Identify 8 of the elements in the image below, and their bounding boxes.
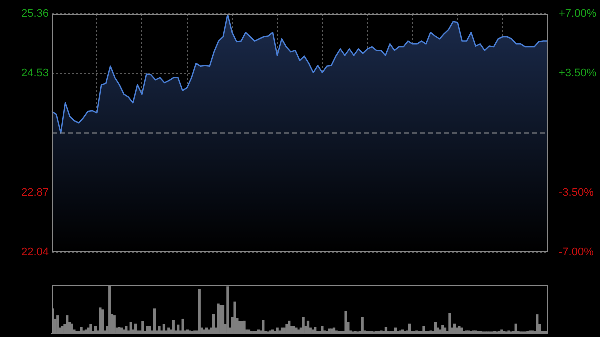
y-tick-label: 25.36: [21, 8, 49, 20]
y2-tick-label: -7.00%: [559, 246, 594, 258]
y2-tick-label: -3.50%: [559, 186, 594, 199]
y-tick-label: 22.87: [21, 186, 49, 199]
y2-tick-label: +7.00%: [559, 8, 597, 20]
y2-tick-label: +3.50%: [559, 68, 597, 80]
y-tick-label: 22.04: [21, 246, 49, 258]
y-tick-label: 24.53: [21, 68, 49, 80]
